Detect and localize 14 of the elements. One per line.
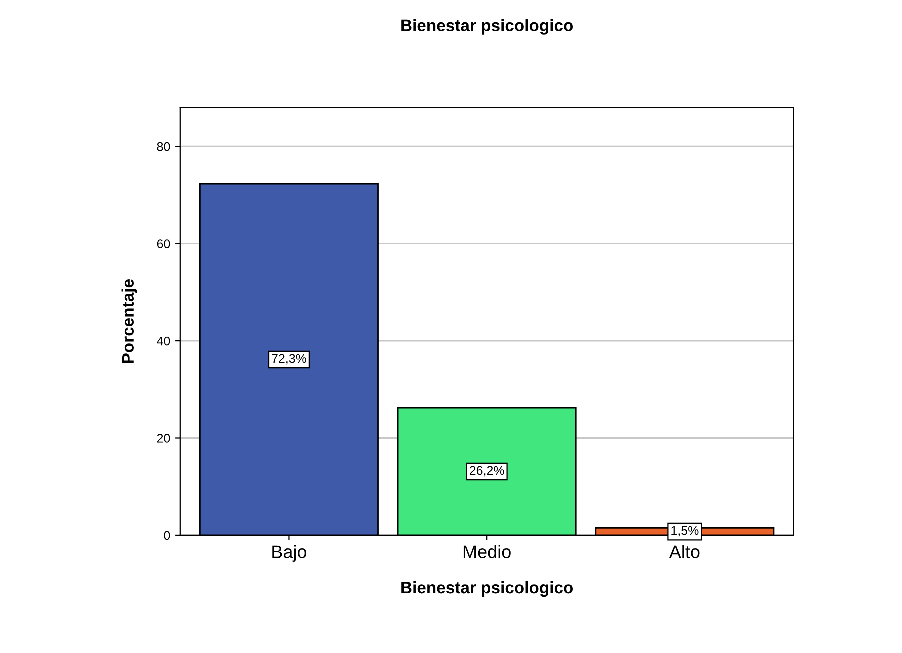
chart-title: Bienestar psicologico xyxy=(402,19,574,35)
x-tick-label: Medio xyxy=(464,545,511,558)
y-tick-label: 20 xyxy=(157,434,170,443)
x-tick-label: Bajo xyxy=(272,545,307,562)
y-tick-label: 0 xyxy=(164,531,170,540)
data-label: 72,3% xyxy=(272,354,306,365)
y-axis-title: Porcentaje xyxy=(122,280,138,364)
data-label: 26,2% xyxy=(470,466,504,477)
y-tick-label: 40 xyxy=(157,336,170,346)
x-axis-title: Bienestar psicologico xyxy=(402,581,574,598)
data-label: 1,5% xyxy=(672,526,699,537)
x-tick-label: Alto xyxy=(669,545,700,558)
y-tick-label: 60 xyxy=(157,240,170,248)
y-tick-label: 80 xyxy=(157,142,170,152)
